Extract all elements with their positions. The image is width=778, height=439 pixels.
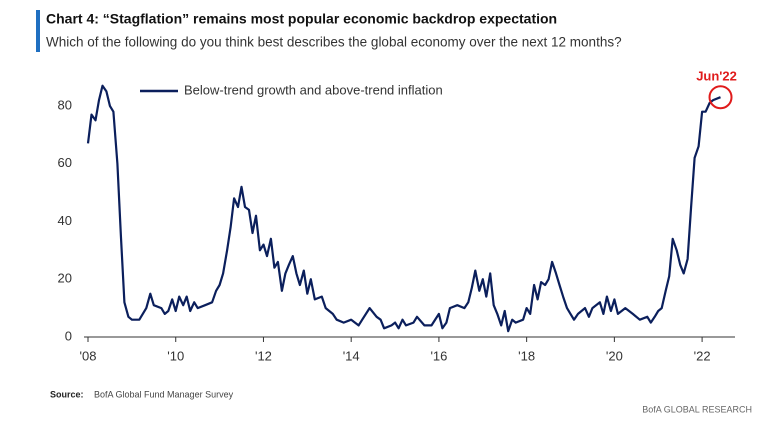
annotation: Jun'22 (696, 69, 737, 84)
highlight-circle (708, 85, 733, 110)
x-tick-label: '08 (80, 348, 97, 363)
y-tick-label: 60 (58, 155, 72, 170)
source-label: Source: (50, 389, 84, 399)
y-tick-label: 80 (58, 97, 72, 112)
x-tick-label: '12 (255, 348, 272, 363)
source: BofA Global Fund Manager Survey (94, 389, 234, 399)
x-tick-label: '18 (518, 348, 535, 363)
title-accent (36, 10, 40, 52)
y-tick-label: 0 (65, 328, 72, 343)
chart-subtitle: Which of the following do you think best… (46, 35, 622, 50)
chart-title: Chart 4: “Stagflation” remains most popu… (46, 11, 557, 27)
data-line (86, 84, 721, 333)
y-tick-label: 40 (58, 213, 72, 228)
x-tick-label: '10 (167, 348, 184, 363)
y-tick-label: 20 (58, 271, 72, 286)
x-tick-label: '22 (694, 348, 711, 363)
x-tick-label: '14 (343, 348, 360, 363)
credit: BofA GLOBAL RESEARCH (642, 404, 752, 414)
legend-label: Below-trend growth and above-trend infla… (184, 82, 443, 97)
x-tick-label: '20 (606, 348, 623, 363)
x-tick-label: '16 (430, 348, 447, 363)
